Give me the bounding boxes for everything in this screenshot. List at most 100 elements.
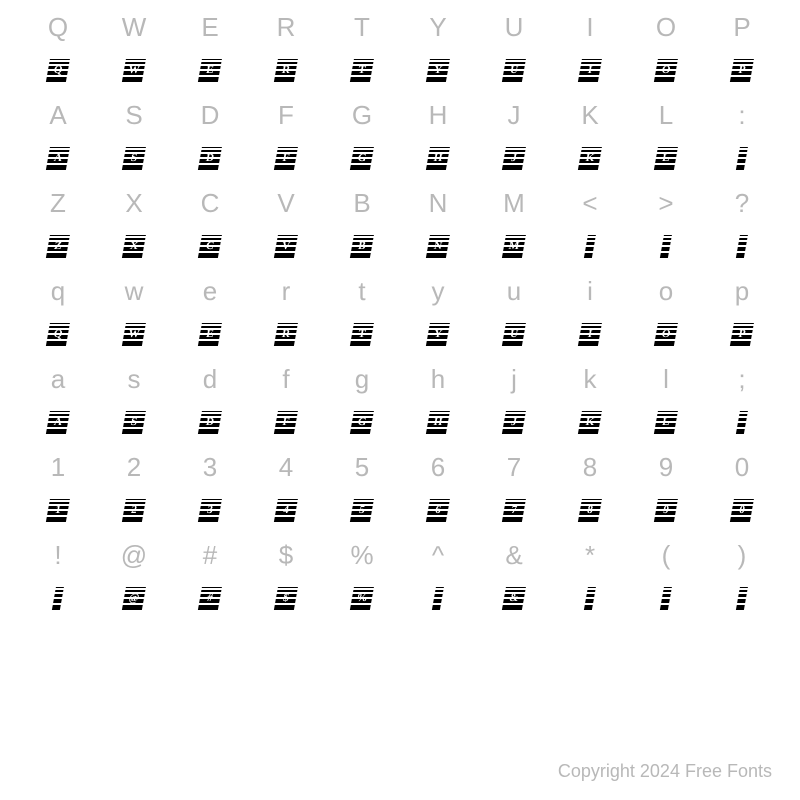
character-map-grid: QQWWEERRTTYYUUIIOOPPAASSDDFFGGHHJJKKLL:Z… [20,10,780,626]
reference-character: 8 [583,454,597,480]
font-glyph: @ [122,586,146,610]
font-glyph: F [274,146,298,170]
charmap-cell: 33 [172,450,248,538]
reference-character: r [282,278,291,304]
font-glyph [736,410,748,434]
charmap-cell: DD [172,98,248,186]
charmap-cell: fF [248,362,324,450]
font-glyph [584,586,596,610]
reference-character: V [277,190,294,216]
reference-character: ) [738,542,747,568]
font-glyph: Z [46,234,70,258]
glyph-letter: G [357,152,368,164]
font-glyph: W [122,58,146,82]
glyph-letter: O [661,64,672,76]
charmap-cell: dD [172,362,248,450]
reference-character: # [203,542,217,568]
reference-character: t [358,278,365,304]
font-glyph: Q [46,58,70,82]
glyph-letter: H [433,416,444,428]
charmap-cell: II [552,10,628,98]
reference-character: @ [121,542,147,568]
reference-character: H [429,102,448,128]
font-glyph: S [122,410,146,434]
reference-character: 0 [735,454,749,480]
reference-character: Q [48,14,68,40]
reference-character: ! [54,542,61,568]
reference-character: A [49,102,66,128]
reference-character: T [354,14,370,40]
charmap-cell: ? [704,186,780,274]
charmap-cell: 77 [476,450,552,538]
font-glyph: K [578,410,602,434]
reference-character: B [353,190,370,216]
charmap-cell: %% [324,538,400,626]
font-glyph [584,234,596,258]
font-glyph: D [198,146,222,170]
charmap-cell: XX [96,186,172,274]
font-glyph: G [350,410,374,434]
reference-character: L [659,102,673,128]
reference-character: K [581,102,598,128]
charmap-cell: SS [96,98,172,186]
font-glyph: A [46,410,70,434]
font-glyph: 0 [730,498,754,522]
charmap-cell: $$ [248,538,324,626]
font-glyph: N [426,234,450,258]
glyph-letter: Q [53,64,64,76]
charmap-cell: OO [628,10,704,98]
reference-character: C [201,190,220,216]
font-glyph: $ [274,586,298,610]
glyph-letter: K [585,416,596,428]
reference-character: a [51,366,65,392]
font-glyph: S [122,146,146,170]
charmap-cell: QQ [20,10,96,98]
charmap-cell: @@ [96,538,172,626]
font-glyph: E [198,322,222,346]
charmap-cell: jJ [476,362,552,450]
charmap-cell: qQ [20,274,96,362]
charmap-cell: ! [20,538,96,626]
reference-character: Y [429,14,446,40]
font-glyph [52,586,64,610]
charmap-cell: ZZ [20,186,96,274]
charmap-cell: JJ [476,98,552,186]
charmap-cell: 44 [248,450,324,538]
charmap-cell: RR [248,10,324,98]
charmap-cell: 66 [400,450,476,538]
glyph-letter: H [433,152,444,164]
charmap-cell: oO [628,274,704,362]
font-glyph: & [502,586,526,610]
charmap-cell: 55 [324,450,400,538]
reference-character: $ [279,542,293,568]
font-glyph: 8 [578,498,602,522]
glyph-letter: M [508,240,521,252]
font-glyph: I [578,58,602,82]
reference-character: M [503,190,525,216]
font-glyph: 9 [654,498,678,522]
reference-character: p [735,278,749,304]
reference-character: k [584,366,597,392]
charmap-cell: ^ [400,538,476,626]
charmap-cell: NN [400,186,476,274]
reference-character: % [350,542,373,568]
charmap-cell: uU [476,274,552,362]
font-glyph: 5 [350,498,374,522]
reference-character: h [431,366,445,392]
charmap-cell: WW [96,10,172,98]
font-glyph: I [578,322,602,346]
reference-character: l [663,366,669,392]
font-glyph: X [122,234,146,258]
reference-character: q [51,278,65,304]
reference-character: & [505,542,522,568]
reference-character: w [125,278,144,304]
charmap-cell: 11 [20,450,96,538]
reference-character: G [352,102,372,128]
reference-character: ( [662,542,671,568]
charmap-cell: * [552,538,628,626]
font-glyph: M [502,234,526,258]
font-glyph: R [274,322,298,346]
reference-character: 4 [279,454,293,480]
reference-character: u [507,278,521,304]
charmap-cell: GG [324,98,400,186]
